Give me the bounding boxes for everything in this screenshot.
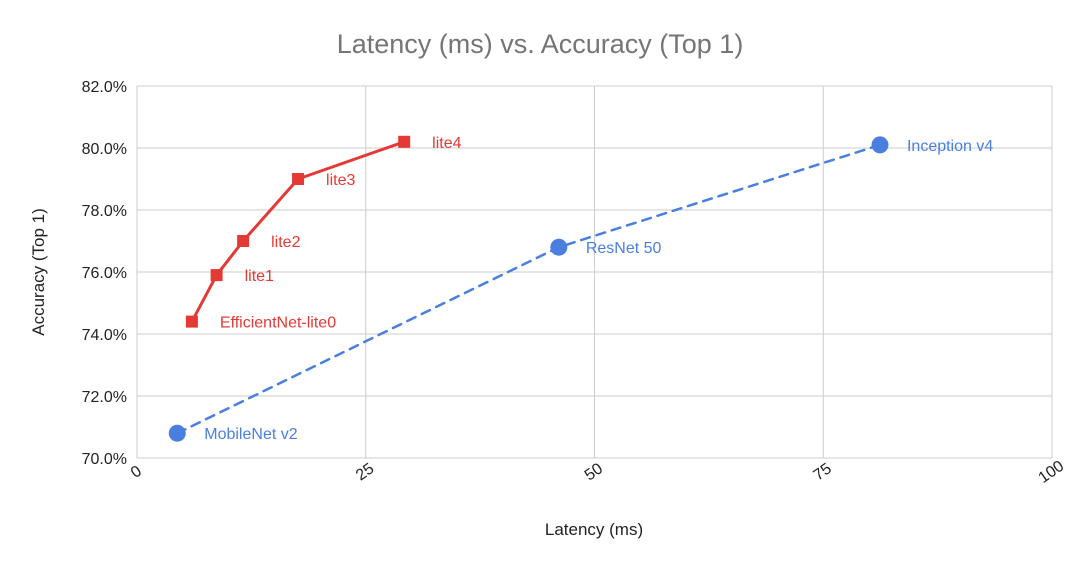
data-point: [237, 235, 250, 247]
series-line: [190, 140, 406, 324]
series-group: EfficientNet-lite0 lite1 lite2 lite3 lite4: [185, 135, 462, 332]
y-tick-label: 70.0%: [82, 451, 127, 468]
data-label: lite3: [326, 172, 355, 189]
data-point: [871, 136, 889, 154]
series-group: MobileNet v2 ResNet 50 Inception v4: [168, 136, 993, 443]
x-axis-label: Latency (ms): [545, 520, 643, 539]
y-tick-label: 78.0%: [82, 203, 127, 220]
y-tick-label: 76.0%: [82, 265, 127, 282]
grid-layer: [136, 85, 1053, 459]
x-tick-label: 100: [1036, 458, 1068, 487]
data-label: EfficientNet-lite0: [220, 315, 336, 332]
data-point: [292, 173, 305, 185]
data-label: lite2: [271, 234, 300, 251]
x-tick-label: 25: [353, 460, 377, 484]
chart-title: Latency (ms) vs. Accuracy (Top 1): [337, 29, 744, 59]
data-label: MobileNet v2: [204, 426, 297, 443]
data-point: [550, 238, 568, 256]
data-point: [398, 135, 411, 148]
series-layer: EfficientNet-lite0lite1lite2lite3lite4Mo…: [168, 135, 993, 443]
data-label: Inception v4: [907, 138, 993, 155]
series-line: [176, 143, 882, 435]
y-tick-label: 72.0%: [82, 389, 127, 406]
y-tick-label: 82.0%: [82, 79, 127, 96]
data-label: lite4: [432, 135, 461, 152]
x-tick-label: 0: [128, 463, 145, 482]
y-tick-label: 74.0%: [82, 327, 127, 344]
y-tick-label: 80.0%: [82, 141, 127, 158]
data-point: [185, 315, 198, 328]
data-label: ResNet 50: [586, 240, 662, 257]
data-point: [210, 269, 223, 282]
x-tick-label: 75: [811, 460, 835, 484]
data-label: lite1: [245, 268, 274, 285]
data-point: [168, 424, 186, 442]
y-axis-label: Accuracy (Top 1): [29, 208, 48, 336]
x-tick-label: 50: [582, 460, 606, 484]
